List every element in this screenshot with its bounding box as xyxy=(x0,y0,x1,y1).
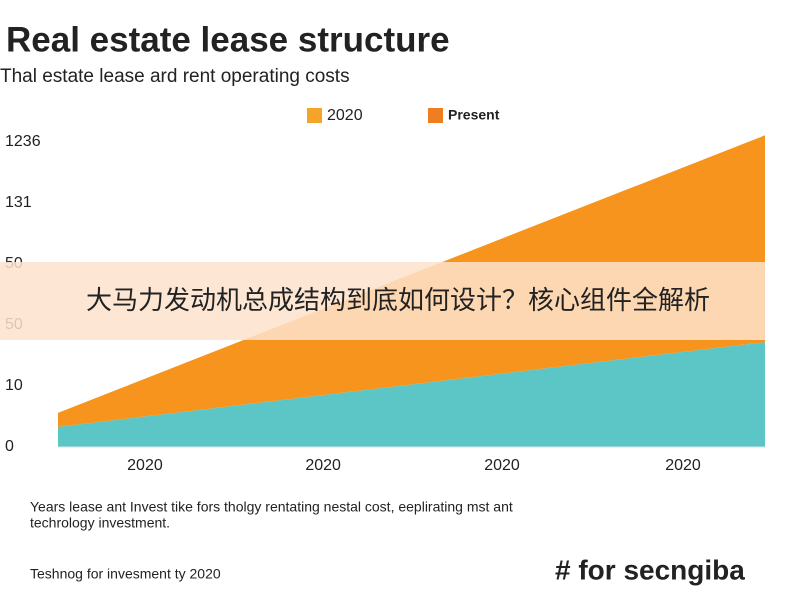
banner-background xyxy=(0,262,765,340)
x-tick-label: 2020 xyxy=(127,457,163,474)
chart-subtitle: Thal estate lease ard rent operating cos… xyxy=(0,66,350,87)
caption-line: techrology investment. xyxy=(30,515,170,531)
legend-label: 2020 xyxy=(327,107,363,124)
banner-text: 大马力发动机总成结构到底如何设计？核心组件全解析 xyxy=(86,285,710,315)
chart-title: Real estate lease structure xyxy=(6,20,450,59)
caption-line: Years lease ant Invest tike fors tholgy … xyxy=(30,499,513,515)
y-tick-label: 1236 xyxy=(5,133,41,150)
legend-swatch xyxy=(428,108,443,123)
y-tick-label: 0 xyxy=(5,438,14,455)
source-note: Teshnog for invesment ty 2020 xyxy=(30,566,221,582)
x-tick-label: 2020 xyxy=(665,457,701,474)
y-tick-label: 131 xyxy=(5,194,32,211)
x-tick-label: 2020 xyxy=(484,457,520,474)
area xyxy=(58,342,765,447)
x-tick-label: 2020 xyxy=(305,457,341,474)
legend-swatch xyxy=(307,108,322,123)
y-tick-label: 10 xyxy=(5,377,23,394)
legend-label: Present xyxy=(448,107,500,123)
watermark: # for secngiba xyxy=(555,554,745,585)
